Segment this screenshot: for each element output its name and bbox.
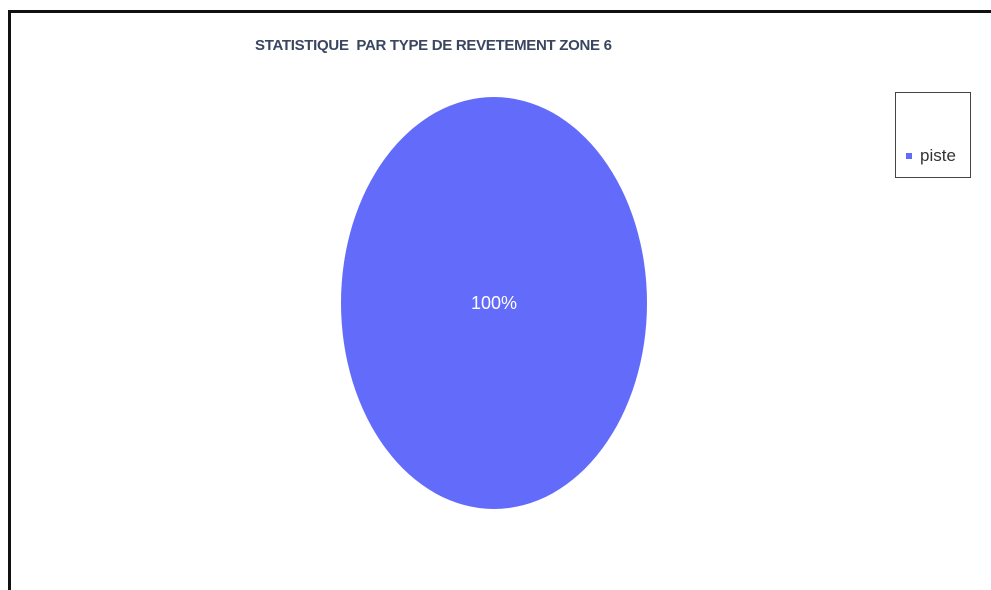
legend-swatch-piste xyxy=(906,153,912,159)
legend-label-piste: piste xyxy=(920,146,956,165)
pie-slices: 100% xyxy=(341,97,647,509)
legend-item-piste: piste xyxy=(906,146,956,166)
pie-chart: 100% xyxy=(341,97,647,509)
chart-title: STATISTIQUE PAR TYPE DE REVETEMENT ZONE … xyxy=(255,37,612,54)
pie-slice-label-piste: 100% xyxy=(471,293,517,313)
legend: piste xyxy=(895,92,971,178)
pie-slice-piste xyxy=(341,97,647,509)
